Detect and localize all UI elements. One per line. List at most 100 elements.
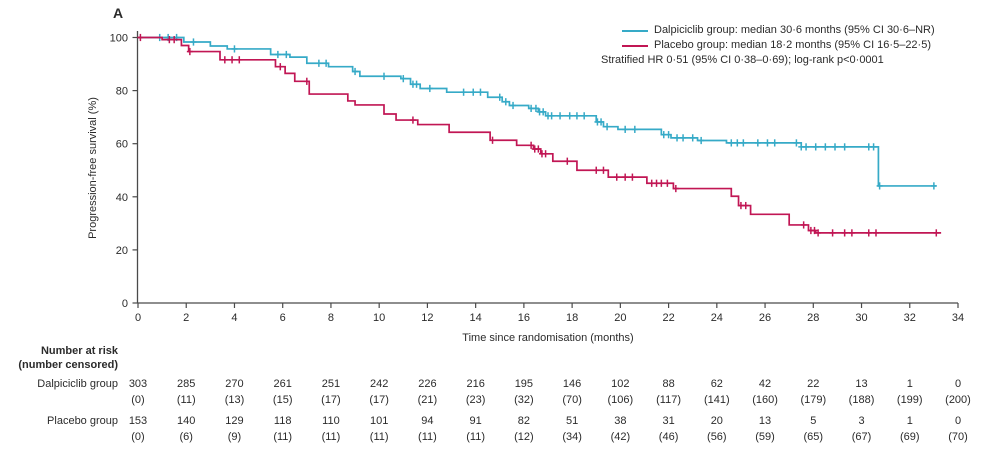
x-tick-label: 34 bbox=[952, 312, 964, 324]
x-tick-label: 0 bbox=[135, 312, 141, 324]
y-tick-label: 60 bbox=[116, 139, 128, 151]
x-tick-label: 28 bbox=[807, 312, 819, 324]
risk-censored-cell: (141) bbox=[703, 394, 730, 406]
x-tick-label: 16 bbox=[518, 312, 530, 324]
placebo-legend-label: Placebo group: median 18·2 months (95% C… bbox=[654, 39, 931, 51]
risk-count-cell: 129 bbox=[225, 415, 244, 427]
risk-censored-cell: (188) bbox=[848, 394, 875, 406]
x-tick-label: 26 bbox=[759, 312, 771, 324]
risk-count-cell: 0 bbox=[954, 415, 962, 427]
risk-table-header-line1: Number at risk bbox=[40, 345, 118, 357]
risk-row-label-placebo: Placebo group bbox=[47, 415, 118, 427]
risk-censored-cell: (70) bbox=[948, 431, 968, 443]
risk-count-cell: 216 bbox=[466, 378, 485, 390]
placebo-curve bbox=[138, 36, 942, 234]
risk-censored-cell: (46) bbox=[658, 431, 679, 443]
risk-censored-cell: (67) bbox=[851, 431, 872, 443]
risk-count-cell: 195 bbox=[514, 378, 534, 390]
dalpiciclib-line-swatch bbox=[622, 29, 648, 32]
x-tick-label: 18 bbox=[566, 312, 578, 324]
risk-count-cell: 242 bbox=[369, 378, 389, 390]
x-tick-label: 12 bbox=[421, 312, 433, 324]
risk-count-cell: 0 bbox=[954, 378, 962, 390]
risk-count-cell: 3 bbox=[858, 415, 865, 427]
risk-censored-cell: (69) bbox=[899, 431, 920, 443]
risk-censored-cell: (0) bbox=[131, 431, 145, 443]
risk-censored-cell: (17) bbox=[321, 394, 341, 406]
risk-censored-cell: (11) bbox=[273, 431, 293, 443]
x-axis-title: Time since randomisation (months) bbox=[462, 332, 633, 344]
risk-count-cell: 20 bbox=[710, 415, 723, 427]
risk-censored-cell: (11) bbox=[466, 431, 486, 443]
risk-censored-cell: (199) bbox=[896, 394, 923, 406]
y-tick-label: 0 bbox=[122, 298, 128, 310]
risk-censored-cell: (0) bbox=[131, 394, 145, 406]
risk-count-cell: 102 bbox=[611, 378, 630, 390]
risk-row-label-dalpiciclib: Dalpiciclib group bbox=[37, 378, 118, 390]
risk-censored-cell: (9) bbox=[227, 431, 242, 443]
risk-count-cell: 42 bbox=[758, 378, 772, 390]
risk-censored-cell: (70) bbox=[562, 394, 582, 406]
risk-censored-cell: (6) bbox=[179, 431, 193, 443]
stratified-hr-note: Stratified HR 0·51 (95% CI 0·38–0·69); l… bbox=[601, 54, 884, 66]
x-tick-label: 30 bbox=[855, 312, 867, 324]
risk-count-cell: 1 bbox=[906, 378, 913, 390]
risk-censored-cell: (32) bbox=[514, 394, 534, 406]
risk-count-cell: 13 bbox=[855, 378, 868, 390]
dalpiciclib-legend-label: Dalpiciclib group: median 30·6 months (9… bbox=[654, 24, 935, 36]
legend-item-dalpiciclib: Dalpiciclib group: median 30·6 months (9… bbox=[601, 23, 935, 38]
risk-censored-cell: (11) bbox=[176, 394, 196, 406]
x-tick-label: 20 bbox=[614, 312, 626, 324]
risk-count-cell: 31 bbox=[662, 415, 675, 427]
y-axis-title: Progression-free survival (%) bbox=[87, 97, 99, 239]
risk-count-cell: 110 bbox=[322, 415, 340, 427]
risk-count-cell: 22 bbox=[807, 378, 820, 390]
risk-count-cell: 153 bbox=[128, 415, 148, 427]
risk-count-cell: 146 bbox=[562, 378, 582, 390]
risk-censored-cell: (12) bbox=[514, 431, 534, 443]
risk-censored-cell: (42) bbox=[610, 431, 631, 443]
x-tick-label: 2 bbox=[183, 312, 189, 324]
x-tick-label: 22 bbox=[662, 312, 674, 324]
risk-count-cell: 118 bbox=[273, 415, 292, 427]
x-tick-label: 10 bbox=[373, 312, 385, 324]
risk-count-cell: 88 bbox=[662, 378, 675, 390]
risk-censored-cell: (11) bbox=[321, 431, 341, 443]
risk-censored-cell: (17) bbox=[369, 394, 389, 406]
risk-count-cell: 38 bbox=[614, 415, 627, 427]
risk-count-cell: 251 bbox=[321, 378, 341, 390]
risk-count-cell: 270 bbox=[225, 378, 244, 390]
risk-count-cell: 94 bbox=[421, 415, 434, 427]
risk-count-cell: 140 bbox=[177, 415, 196, 427]
dalpiciclib-curve bbox=[138, 36, 937, 187]
risk-censored-cell: (34) bbox=[562, 431, 582, 443]
risk-censored-cell: (59) bbox=[755, 431, 775, 443]
risk-censored-cell: (21) bbox=[417, 394, 438, 406]
risk-count-cell: 5 bbox=[810, 415, 817, 427]
risk-count-cell: 226 bbox=[418, 378, 437, 390]
risk-censored-cell: (106) bbox=[607, 394, 634, 406]
risk-count-cell: 303 bbox=[128, 378, 148, 390]
risk-count-cell: 101 bbox=[369, 415, 389, 427]
risk-count-cell: 91 bbox=[469, 415, 482, 427]
risk-table-header-line2: (number censored) bbox=[18, 359, 118, 371]
risk-censored-cell: (13) bbox=[224, 394, 245, 406]
x-tick-label: 24 bbox=[711, 312, 723, 324]
x-tick-label: 4 bbox=[231, 312, 237, 324]
risk-censored-cell: (200) bbox=[945, 394, 971, 406]
risk-count-cell: 13 bbox=[758, 415, 772, 427]
risk-censored-cell: (11) bbox=[369, 431, 389, 443]
risk-censored-cell: (117) bbox=[656, 394, 682, 406]
risk-censored-cell: (179) bbox=[800, 394, 827, 406]
y-tick-label: 40 bbox=[116, 192, 128, 204]
risk-censored-cell: (56) bbox=[707, 431, 727, 443]
risk-count-cell: 285 bbox=[177, 378, 196, 390]
x-tick-label: 14 bbox=[470, 312, 482, 324]
x-tick-label: 8 bbox=[328, 312, 334, 324]
legend: Dalpiciclib group: median 30·6 months (9… bbox=[601, 23, 935, 68]
risk-count-cell: 51 bbox=[565, 415, 579, 427]
x-tick-label: 32 bbox=[904, 312, 916, 324]
risk-censored-cell: (23) bbox=[465, 394, 486, 406]
